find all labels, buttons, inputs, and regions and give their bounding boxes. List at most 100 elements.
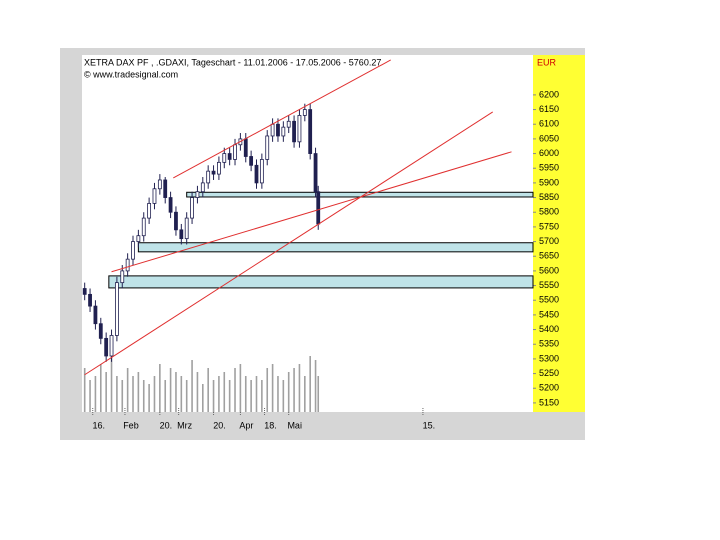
y-tick-label: 5150 — [539, 397, 559, 407]
volume-bar — [293, 368, 295, 412]
y-tick-label: 5400 — [539, 324, 559, 334]
volume-bar — [126, 368, 129, 412]
volume-bar — [175, 372, 177, 412]
y-tick-label: 5900 — [539, 177, 559, 187]
y-tick-label: 5850 — [539, 192, 559, 202]
y-tick-label: 6100 — [539, 119, 559, 129]
y-tick-label: 5200 — [539, 383, 559, 393]
x-tick-label: 15. — [423, 420, 436, 430]
volume-bar — [314, 360, 317, 412]
candle-body — [270, 123, 275, 137]
candle-body — [233, 144, 237, 160]
volume-bar — [83, 368, 86, 412]
y-tick-label: 5500 — [539, 295, 559, 305]
y-tick-label: 5750 — [539, 221, 559, 231]
volume-bar — [94, 376, 97, 412]
candle-body — [141, 217, 146, 237]
x-tick-label: 18. — [264, 420, 277, 430]
candle-body — [292, 120, 296, 143]
candle-body — [297, 115, 302, 143]
candle-body — [114, 282, 119, 336]
volume-bar — [169, 368, 172, 412]
volume-bar — [110, 356, 113, 412]
plot-area — [82, 55, 533, 412]
candle-body — [249, 156, 254, 166]
volume-bar — [121, 380, 124, 412]
y-tick-label: 5550 — [539, 280, 559, 290]
y-tick-label: 5250 — [539, 368, 559, 378]
candle-body — [286, 120, 291, 128]
candle-body — [82, 288, 87, 295]
volume-bar — [234, 368, 236, 412]
trend-line — [84, 111, 494, 376]
volume-bar — [309, 356, 311, 412]
candle-body — [184, 217, 189, 240]
x-tick-label: 20. — [213, 420, 226, 430]
candle-body — [93, 305, 98, 325]
volume-bar — [298, 364, 301, 412]
candle-body — [254, 164, 259, 184]
candle-body — [211, 170, 216, 175]
volume-bar — [282, 380, 285, 412]
volume-bar — [250, 380, 252, 412]
candle-body — [147, 203, 152, 219]
volume-bar — [164, 380, 167, 412]
y-tick-label: 6000 — [539, 148, 559, 158]
candle-body — [131, 241, 135, 260]
x-tick-label: Feb — [123, 420, 139, 430]
volume-bar — [223, 372, 226, 412]
x-tick-label: Mai — [287, 420, 302, 430]
volume-bar — [142, 380, 145, 412]
volume-bar — [137, 372, 140, 412]
candle-body — [313, 153, 318, 193]
x-tick-label: 16. — [92, 420, 105, 430]
candle-body — [125, 258, 130, 272]
y-tick-label: 6150 — [539, 104, 559, 114]
candle-body — [88, 293, 92, 307]
y-tick-label: 5450 — [539, 309, 559, 319]
volume-bar — [277, 376, 279, 412]
volume-bar — [207, 368, 209, 412]
volume-bar — [89, 380, 91, 412]
price-zone — [137, 242, 534, 253]
price-zone — [108, 275, 534, 289]
chart-subtitle: © www.tradesignal.com — [84, 69, 178, 79]
candle-body — [222, 153, 227, 163]
volume-bar — [153, 376, 156, 412]
y-tick-label: 5300 — [539, 353, 559, 363]
candle-body — [168, 197, 173, 213]
candle-body — [243, 138, 248, 157]
candle-body — [217, 161, 221, 175]
price-axis-panel — [533, 55, 585, 412]
volume-bar — [228, 380, 231, 412]
volume-bar — [99, 364, 102, 412]
volume-bar — [196, 372, 199, 412]
candle-body — [109, 335, 114, 357]
volume-bar — [202, 384, 204, 412]
x-tick-label: 20. — [160, 420, 173, 430]
candle-body — [179, 229, 184, 240]
volume-bar — [266, 368, 269, 412]
volume-bar — [185, 380, 188, 412]
currency-label: EUR — [537, 57, 557, 67]
volume-bar — [148, 384, 150, 412]
candle-body — [190, 197, 194, 219]
candle-body — [98, 323, 103, 339]
volume-bar — [317, 376, 320, 412]
candle-body — [104, 337, 109, 357]
volume-bar — [180, 376, 183, 412]
y-tick-label: 5600 — [539, 265, 559, 275]
candle-body — [316, 191, 321, 225]
trend-line — [111, 151, 512, 273]
volume-bar — [304, 376, 306, 412]
volume-bar — [105, 372, 107, 412]
x-tick-label: Apr — [239, 420, 253, 430]
y-tick-label: 6050 — [539, 133, 559, 143]
candle-body — [265, 135, 270, 160]
candle-body — [227, 153, 232, 160]
candle-body — [152, 188, 157, 204]
volume-bar — [271, 364, 274, 412]
y-tick-label: 5950 — [539, 163, 559, 173]
volume-bar — [212, 380, 215, 412]
